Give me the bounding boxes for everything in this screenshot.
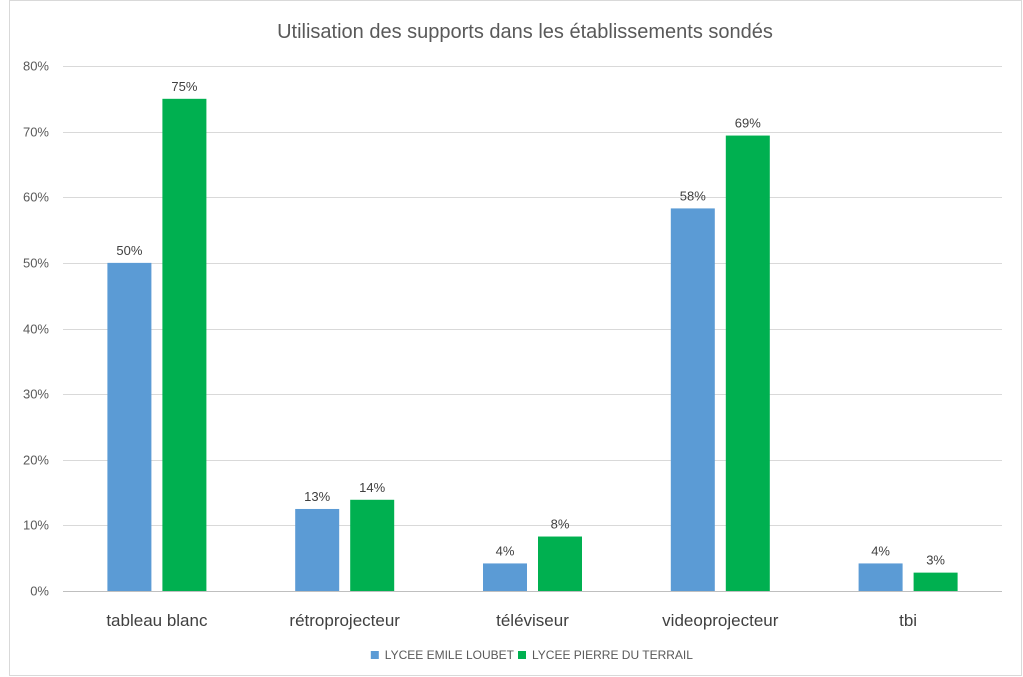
y-tick-label: 80% [23, 59, 49, 74]
legend: LYCEE EMILE LOUBET LYCEE PIERRE DU TERRAI… [370, 648, 693, 662]
bar [162, 98, 207, 591]
category-label: tableau blanc [106, 611, 208, 630]
data-label: 75% [171, 79, 197, 94]
legend-swatch [370, 651, 379, 659]
category-label: rétroprojecteur [289, 611, 400, 630]
bar [107, 262, 152, 591]
gridlines [63, 66, 1002, 592]
y-tick-label: 0% [30, 584, 49, 599]
data-label: 3% [926, 553, 945, 568]
bar [538, 536, 582, 591]
legend-label: LYCEE PIERRE DU TERRAIL [532, 648, 693, 662]
data-label: 4% [871, 543, 890, 558]
y-tick-label: 10% [23, 518, 49, 533]
y-tick-label: 60% [23, 190, 49, 205]
bar [670, 208, 715, 591]
y-tick-label: 70% [23, 125, 49, 140]
data-label: 69% [735, 116, 761, 131]
bar [858, 563, 903, 591]
data-label: 4% [496, 543, 515, 558]
y-tick-label: 50% [23, 256, 49, 271]
y-axis-tick-labels: 0% 10% 20% 30% 40% 50% 60% 70% 80% [23, 59, 49, 599]
legend-label: LYCEE EMILE LOUBET [385, 648, 515, 662]
category-label: téléviseur [496, 611, 569, 630]
chart-title: Utilisation des supports dans les établi… [277, 21, 773, 43]
data-label: 58% [680, 188, 706, 203]
bars [107, 98, 958, 591]
data-label: 50% [116, 243, 142, 258]
chart-frame [9, 0, 1022, 676]
legend-swatch [518, 651, 526, 659]
data-label: 14% [359, 480, 385, 495]
y-tick-label: 40% [23, 322, 49, 337]
x-axis-category-labels: tableau blanc rétroprojecteur téléviseur vi… [106, 611, 917, 630]
y-tick-label: 20% [23, 453, 49, 468]
bar [483, 563, 527, 591]
y-tick-label: 30% [23, 387, 49, 402]
category-label: videoprojecteur [662, 611, 779, 630]
data-label: 8% [551, 517, 570, 532]
category-label: tbi [899, 611, 917, 630]
bar [913, 572, 958, 591]
bar [350, 499, 395, 591]
bar [295, 508, 340, 591]
bar [725, 135, 770, 591]
data-labels: 50% 75% 13% 14% 4% 8% 58% 69% 4% 3% [116, 79, 945, 568]
data-label: 13% [304, 489, 330, 504]
